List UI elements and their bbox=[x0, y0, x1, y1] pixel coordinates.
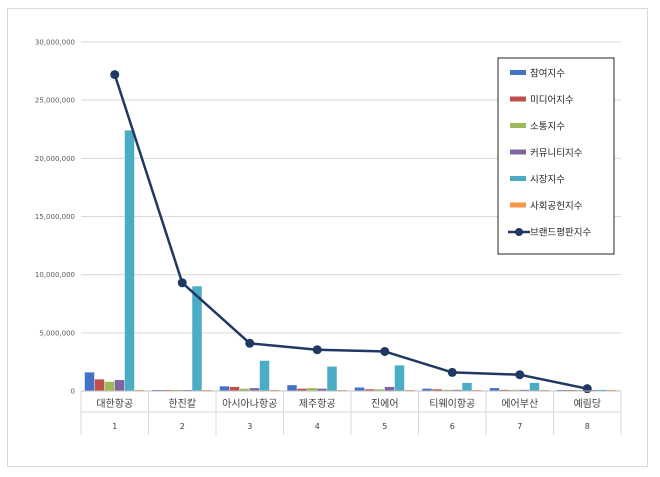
bar bbox=[249, 388, 260, 391]
x-rank-label: 1 bbox=[112, 422, 117, 431]
y-tick-label: 25,000,000 bbox=[35, 97, 75, 105]
x-rank-label: 8 bbox=[585, 422, 590, 431]
bar bbox=[259, 360, 270, 391]
x-rank-label: 7 bbox=[517, 422, 522, 431]
legend-label: 사회공헌지수 bbox=[530, 201, 583, 212]
line-point bbox=[447, 367, 457, 377]
legend-label: 미디어지수 bbox=[530, 95, 574, 106]
legend-label: 시장지수 bbox=[530, 175, 565, 186]
x-rank-label: 4 bbox=[315, 422, 320, 431]
bar bbox=[287, 385, 297, 391]
bar bbox=[422, 388, 432, 391]
bar bbox=[364, 389, 375, 391]
x-category-label: 대한항공 bbox=[96, 398, 133, 410]
y-tick-label: 5,000,000 bbox=[39, 329, 75, 337]
bar bbox=[462, 382, 472, 391]
bar bbox=[239, 388, 250, 391]
bar bbox=[327, 366, 337, 391]
bar bbox=[104, 381, 115, 391]
y-tick-label: 10,000,000 bbox=[35, 271, 75, 279]
x-rank-label: 2 bbox=[180, 422, 185, 431]
x-axis: 대한항공 1 한진칼 2 아시아나항공 3 제주항공 4 진에어 5 티웨이항공 6 에어부산 7 예림당 8 bbox=[80, 390, 622, 435]
x-rank-label: 5 bbox=[382, 422, 387, 431]
bar bbox=[499, 389, 510, 391]
bar bbox=[509, 389, 520, 391]
legend-label: 소통지수 bbox=[530, 122, 565, 133]
y-tick-label: 15,000,000 bbox=[35, 213, 75, 221]
line-point bbox=[380, 346, 390, 356]
legend-box bbox=[497, 57, 615, 255]
legend-swatch bbox=[510, 176, 526, 181]
bar bbox=[374, 389, 385, 391]
x-category-label: 에어부산 bbox=[501, 398, 538, 410]
bar bbox=[442, 389, 452, 391]
legend-marker bbox=[515, 228, 523, 236]
line-point bbox=[110, 70, 120, 80]
x-category-label: 진에어 bbox=[371, 398, 399, 410]
y-tick-label: 20,000,000 bbox=[35, 155, 75, 163]
bar bbox=[597, 389, 607, 391]
bar bbox=[394, 365, 405, 391]
legend-swatch bbox=[510, 70, 526, 75]
legend-swatch bbox=[510, 96, 526, 102]
bar bbox=[519, 389, 530, 391]
line-point bbox=[177, 278, 187, 288]
line-point bbox=[582, 384, 592, 394]
bar bbox=[229, 386, 240, 391]
x-rank-label: 6 bbox=[450, 422, 455, 431]
bar bbox=[219, 386, 230, 391]
legend-swatch bbox=[510, 149, 526, 155]
x-category-label: 아시아나항공 bbox=[222, 398, 277, 410]
bar bbox=[307, 388, 317, 391]
line-path bbox=[113, 74, 588, 390]
x-rank-label: 3 bbox=[247, 422, 252, 431]
bar bbox=[452, 389, 462, 391]
x-category-label: 티웨이항공 bbox=[429, 398, 475, 410]
bar bbox=[297, 388, 307, 391]
bar bbox=[529, 382, 540, 391]
x-category-label: 한진칼 bbox=[168, 397, 196, 410]
bar bbox=[489, 388, 500, 391]
legend-label: 참여지수 bbox=[530, 68, 565, 80]
bar bbox=[432, 389, 442, 391]
legend-label: 브랜드평판지수 bbox=[530, 228, 591, 239]
bar bbox=[192, 286, 202, 391]
x-category-label: 제주항공 bbox=[299, 398, 336, 410]
line-series bbox=[110, 70, 592, 394]
bar bbox=[124, 130, 135, 391]
bar bbox=[114, 379, 125, 391]
bar bbox=[384, 386, 395, 391]
line-point bbox=[515, 370, 525, 380]
bar bbox=[84, 372, 95, 391]
legend-swatch bbox=[510, 123, 526, 128]
bar bbox=[317, 388, 327, 391]
line-point bbox=[312, 345, 322, 355]
legend-label: 커뮤니티지수 bbox=[530, 148, 583, 159]
x-category-label: 예림당 bbox=[573, 398, 601, 410]
bar bbox=[354, 387, 365, 391]
legend-swatch bbox=[510, 202, 526, 208]
bar bbox=[94, 379, 105, 391]
line-point bbox=[245, 338, 255, 348]
y-tick-label: 30,000,000 bbox=[35, 39, 75, 47]
y-tick-label: 0 bbox=[71, 388, 75, 396]
y-axis: 30,000,000 25,000,000 20,000,000 15,000,000… bbox=[35, 39, 75, 396]
